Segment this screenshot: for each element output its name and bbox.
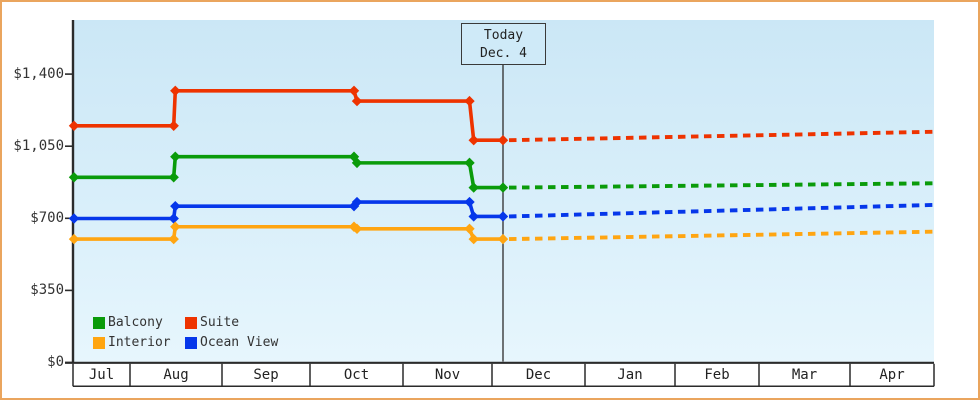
- today-label-box: Today Dec. 4: [461, 23, 546, 65]
- month-cell-jul: Jul: [88, 367, 115, 383]
- month-cell-jan: Jan: [617, 367, 643, 383]
- legend-label-interior: Interior: [108, 335, 171, 350]
- legend-item-ocean-view: Ocean View: [185, 335, 278, 351]
- month-cell-apr: Apr: [879, 367, 905, 383]
- legend-item-balcony: Balcony: [93, 315, 163, 331]
- legend-swatch-balcony: [93, 317, 105, 329]
- y-tick-label-1050: $1,050: [13, 138, 64, 154]
- y-tick-label-1400: $1,400: [13, 66, 64, 82]
- legend-swatch-ocean-view: [185, 337, 197, 349]
- legend-swatch-suite: [185, 317, 197, 329]
- month-cell-oct: Oct: [343, 367, 370, 383]
- legend-label-balcony: Balcony: [108, 315, 163, 330]
- plot-background: [74, 20, 934, 362]
- legend-label-suite: Suite: [200, 315, 240, 330]
- legend-item-suite: Suite: [185, 315, 239, 331]
- legend-item-interior: Interior: [93, 335, 171, 351]
- month-cell-dec: Dec: [525, 367, 552, 383]
- y-tick-label-0: $0: [47, 354, 64, 370]
- legend-label-ocean-view: Ocean View: [200, 335, 279, 350]
- y-tick-label-350: $350: [30, 282, 64, 298]
- month-cell-sep: Sep: [253, 367, 279, 383]
- today-label-line2: Dec. 4: [480, 46, 527, 61]
- month-cell-aug: Aug: [163, 367, 189, 383]
- y-tick-label-700: $700: [30, 210, 64, 226]
- month-cell-feb: Feb: [704, 367, 730, 383]
- legend-swatch-interior: [93, 337, 105, 349]
- month-cell-nov: Nov: [434, 367, 461, 383]
- month-cell-mar: Mar: [791, 367, 818, 383]
- today-label-line1: Today: [483, 28, 524, 43]
